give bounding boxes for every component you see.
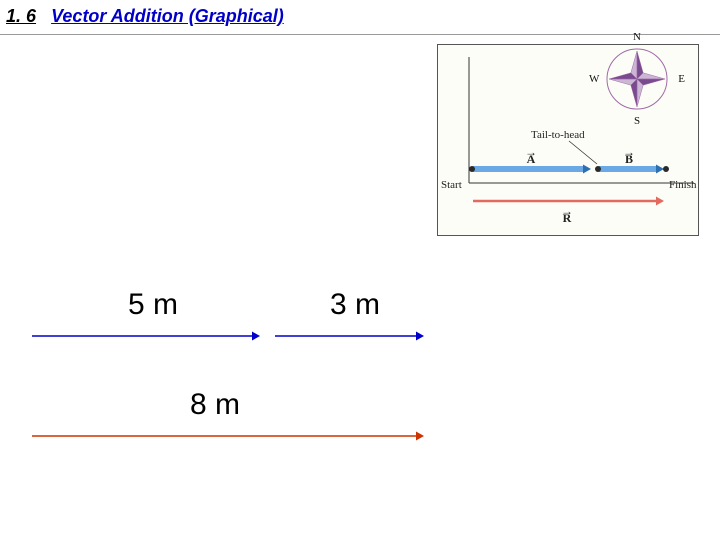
vec-3m-label: 3 m <box>330 288 380 322</box>
vec-8m-label: 8 m <box>190 388 240 422</box>
bottom-vectors-diagram <box>0 0 720 540</box>
vec-5m-label: 5 m <box>128 288 178 322</box>
